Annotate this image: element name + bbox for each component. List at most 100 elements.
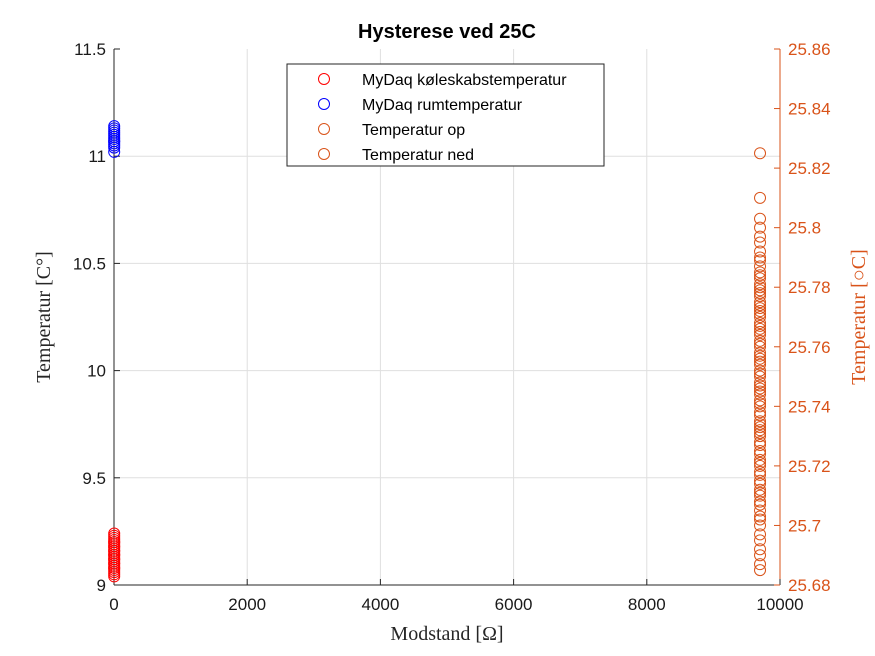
x-tick-label: 0 [109,595,118,614]
y-right-tick-label: 25.7 [788,516,821,535]
data-point-series-3 [754,474,767,487]
data-point-series-3 [754,346,767,359]
data-point-series-4 [754,290,767,303]
data-point-series-1 [108,536,121,549]
data-point-series-4 [754,528,767,541]
data-point-series-3 [754,305,767,318]
y-right-tick-label: 25.74 [788,397,831,416]
data-point-series-3 [754,311,767,323]
data-point-series-3 [754,424,767,437]
data-point-series-3 [754,549,767,562]
y-right-tick-label: 25.86 [788,40,831,59]
data-point-series-3 [754,445,767,457]
y-right-tick-label: 25.68 [788,576,831,595]
y-right-tick-label: 25.76 [788,338,831,357]
data-point-series-3 [754,483,767,496]
data-point-series-1 [108,570,121,583]
legend-marker-series-1 [318,73,330,85]
data-point-series-4 [754,498,767,511]
x-tick-label: 10000 [756,595,803,614]
data-point-series-4 [754,367,767,380]
data-point-series-4 [754,456,767,469]
data-point-series-4 [754,278,767,291]
data-point-series-3 [754,495,767,508]
data-point-series-3 [754,459,767,472]
data-point-series-4 [754,558,767,571]
data-point-series-4 [754,439,767,452]
data-point-series-3 [754,394,767,407]
data-point-series-4 [754,254,767,267]
data-point-series-3 [754,340,767,353]
data-point-series-3 [754,364,767,377]
data-point-series-4 [754,379,767,392]
data-point-series-1 [108,540,121,553]
data-point-series-3 [754,519,767,532]
y-left-tick-label: 10 [87,362,106,381]
data-point-series-4 [754,409,767,422]
tick-labels: 0 2000 4000 6000 8000 10000 9 9.5 10 10.5 11 11.5 25… [73,40,831,614]
x-tick-label: 2000 [228,595,266,614]
data-point-series-4 [754,302,767,315]
data-point-series-3 [754,287,767,300]
y-right-tick-label: 25.8 [788,219,821,238]
data-point-series-3 [754,465,767,478]
legend: MyDaq køleskabstemperatur MyDaq rumtemper… [286,63,605,167]
legend-label-series-1: MyDaq køleskabstemperatur [362,72,567,89]
y-right-tick-label: 25.78 [788,278,831,297]
data-point-series-3 [754,296,767,309]
data-point-series-3 [754,376,767,389]
x-tick-label: 8000 [628,595,666,614]
data-point-series-4 [754,147,767,160]
data-point-series-4 [754,337,767,350]
legend-marker-series-3 [318,123,330,135]
data-point-series-4 [754,269,767,282]
data-point-series-1 [108,553,121,566]
data-point-series-3 [754,564,767,577]
y-right-tick-label: 25.82 [788,159,831,178]
data-point-series-4 [754,358,767,371]
x-tick-label: 6000 [495,595,533,614]
data-point-series-4 [754,418,767,431]
data-point-series-3 [754,406,767,419]
y-right-tick-label: 25.84 [788,100,831,119]
data-point-series-4 [754,191,767,204]
data-point-series-3 [754,281,767,294]
x-tick-label: 4000 [361,595,399,614]
data-point-series-3 [754,415,767,428]
data-point-series-1 [108,527,121,540]
data-point-series-4 [754,421,767,434]
data-point-series-4 [754,352,767,365]
data-point-series-4 [754,212,767,225]
data-point-series-3 [754,370,767,383]
data-point-series-4 [754,477,767,490]
legend-box [286,63,605,167]
data-point-series-4 [754,397,767,410]
data-point-series-3 [754,504,767,517]
data-point-series-4 [754,299,767,312]
legend-marker-series-2 [318,98,330,110]
data-point-series-4 [754,245,767,258]
data-point-series-1 [108,544,121,557]
data-point-series-4 [754,543,767,556]
data-point-series-3 [754,355,767,368]
data-point-series-1 [108,557,121,570]
y-left-tick-label: 9.5 [82,469,106,488]
data-point-series-3 [754,436,767,449]
data-point-series-4 [754,272,767,285]
data-point-series-3 [754,385,767,398]
legend-label-series-4: Temperatur ned [362,147,474,164]
data-point-series-4 [754,427,767,440]
data-point-series-3 [754,221,767,234]
data-point-series-4 [754,308,767,321]
x-axis-label: Modstand [Ω] [390,623,503,645]
data-point-series-4 [754,284,767,297]
data-point-series-3 [754,236,767,249]
data-point-series-4 [754,388,767,401]
data-point-series-3 [754,489,767,502]
legend-marker-series-4 [318,148,330,160]
data-point-series-4 [754,447,767,460]
data-point-series-4 [754,510,767,523]
y-left-tick-label: 9 [97,576,106,595]
chart-title: Hysterese ved 25C [358,21,536,43]
